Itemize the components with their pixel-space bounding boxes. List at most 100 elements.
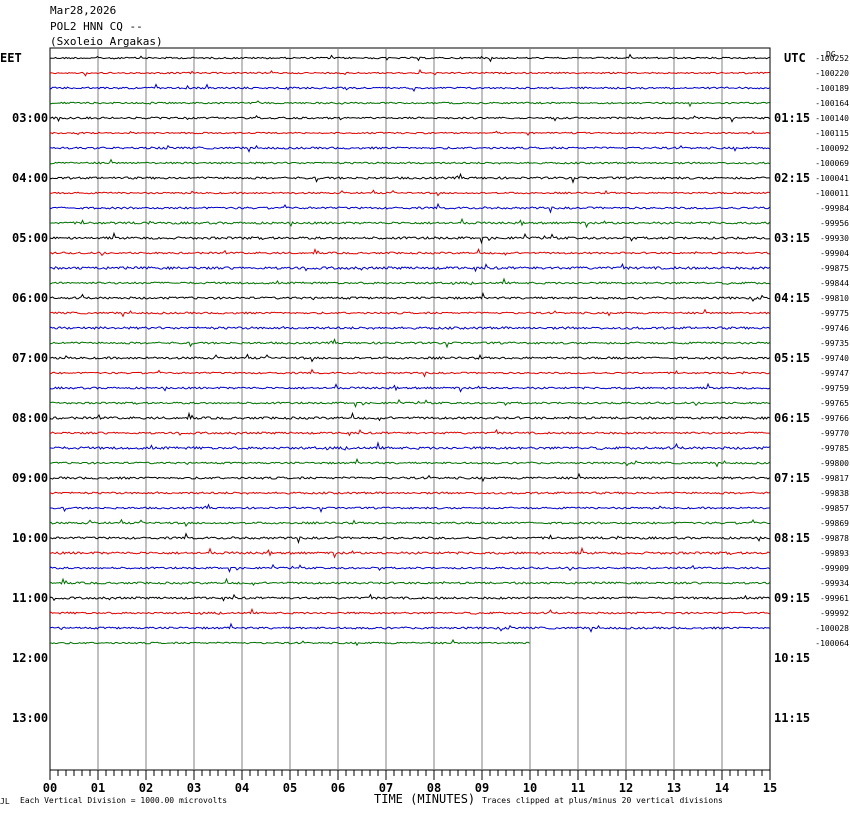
trace-offset-label: -99934 [820, 579, 849, 588]
x-tick-label: 13 [667, 781, 681, 795]
trace-offset-label: -99785 [820, 444, 849, 453]
trace-offset-label: -99878 [820, 534, 849, 543]
x-tick-label: 01 [91, 781, 105, 795]
header-date: Mar28,2026 [50, 4, 117, 17]
trace-line [49, 68, 770, 77]
left-hour-label: 05:00 [12, 231, 48, 245]
trace-offset-label: -100064 [815, 639, 849, 648]
x-tick-label: 07 [379, 781, 393, 795]
right-hour-label: 01:15 [774, 111, 810, 125]
right-hour-label: 03:15 [774, 231, 810, 245]
trace-line [49, 247, 770, 257]
trace-line [49, 130, 770, 136]
header-location: (Sxoleio Argakas) [50, 35, 163, 48]
trace-line [49, 441, 770, 451]
trace-offset-label: -100140 [815, 114, 849, 123]
left-hour-label: 09:00 [12, 471, 48, 485]
trace-line [49, 353, 770, 363]
trace-offset-label: -99817 [820, 474, 849, 483]
trace-offset-label: -99766 [820, 414, 849, 423]
trace-offset-label: -99869 [820, 519, 849, 528]
left-hour-label: 03:00 [12, 111, 48, 125]
trace-line [49, 308, 770, 318]
trace-line [49, 503, 770, 514]
right-hour-label: 05:15 [774, 351, 810, 365]
trace-line [49, 622, 770, 633]
left-hour-label: 07:00 [12, 351, 48, 365]
x-axis-title: TIME (MINUTES) [374, 792, 475, 806]
trace-line [49, 115, 770, 123]
trace-line [49, 368, 770, 378]
left-hour-label: 04:00 [12, 171, 48, 185]
trace-line [49, 277, 770, 286]
x-tick-label: 03 [187, 781, 201, 795]
trace-line [49, 382, 770, 393]
trace-line [49, 457, 770, 468]
trace-offset-label: -99956 [820, 219, 849, 228]
trace-line [49, 398, 770, 409]
x-tick-label: 10 [523, 781, 537, 795]
left-hour-label: 11:00 [12, 591, 48, 605]
trace-offset-label: -99961 [820, 594, 849, 603]
right-hour-label: 11:15 [774, 711, 810, 725]
trace-offset-label: -99904 [820, 249, 849, 258]
trace-offset-label: -100092 [815, 144, 849, 153]
trace-line [49, 292, 770, 302]
trace-offset-label: -99838 [820, 489, 849, 498]
trace-offset-label: -99844 [820, 279, 849, 288]
trace-line [49, 546, 770, 559]
trace-line [49, 325, 770, 330]
footer-clip-note: Traces clipped at plus/minus 20 vertical… [482, 796, 723, 805]
right-hour-label: 02:15 [774, 171, 810, 185]
trace-line [49, 518, 770, 528]
trace-offset-label: -99810 [820, 294, 849, 303]
trace-offset-label: -100115 [815, 129, 849, 138]
trace-offset-label: -100252 [815, 54, 849, 63]
x-tick-label: 02 [139, 781, 153, 795]
x-tick-label: 04 [235, 781, 249, 795]
trace-line [49, 189, 770, 197]
plot-frame [49, 47, 771, 771]
trace-line [49, 472, 770, 483]
trace-offset-label: -99770 [820, 429, 849, 438]
trace-offset-label: -99735 [820, 339, 849, 348]
header-station: POL2 HNN CQ -- [50, 20, 143, 33]
left-hour-label: 08:00 [12, 411, 48, 425]
trace-offset-label: -99746 [820, 324, 849, 333]
right-hour-label: 06:15 [774, 411, 810, 425]
left-hour-label: 13:00 [12, 711, 48, 725]
trace-offset-label: -99747 [820, 369, 849, 378]
trace-offset-label: -100189 [815, 84, 849, 93]
right-hour-label: 07:15 [774, 471, 810, 485]
right-hour-label: 09:15 [774, 591, 810, 605]
trace-offset-label: -99740 [820, 354, 849, 363]
trace-offset-label: -99759 [820, 384, 849, 393]
trace-line [49, 593, 770, 602]
footer-scale-note: Each Vertical Division = 1000.00 microvo… [20, 796, 227, 805]
trace-offset-label: -100011 [815, 189, 849, 198]
trace-line [49, 231, 770, 245]
trace-line [49, 563, 770, 574]
x-tick-label: 05 [283, 781, 297, 795]
right-hour-label: 10:15 [774, 651, 810, 665]
trace-line [49, 262, 770, 273]
trace-offset-label: -99930 [820, 234, 849, 243]
x-tick-label: 11 [571, 781, 585, 795]
left-hour-label: 06:00 [12, 291, 48, 305]
trace-offset-label: -100164 [815, 99, 849, 108]
trace-line [49, 638, 530, 647]
trace-line [49, 172, 770, 184]
trace-offset-label: -99992 [820, 609, 849, 618]
trace-line [49, 217, 770, 229]
trace-offset-label: -99909 [820, 564, 849, 573]
trace-offset-label: -99984 [820, 204, 849, 213]
trace-offset-label: -99800 [820, 459, 849, 468]
trace-offset-label: -99875 [820, 264, 849, 273]
trace-offset-label: -99857 [820, 504, 849, 513]
trace-line [49, 158, 770, 165]
trace-line [49, 53, 770, 63]
trace-offset-label: -99765 [820, 399, 849, 408]
x-tick-label: 09 [475, 781, 489, 795]
trace-line [49, 144, 770, 153]
left-hour-label: 10:00 [12, 531, 48, 545]
